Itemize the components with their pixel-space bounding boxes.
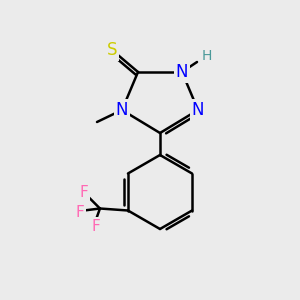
Text: S: S xyxy=(107,41,117,59)
Text: N: N xyxy=(176,63,188,81)
Text: H: H xyxy=(202,49,212,63)
Text: N: N xyxy=(192,101,204,119)
Text: F: F xyxy=(80,185,88,200)
Text: F: F xyxy=(76,205,84,220)
Text: N: N xyxy=(116,101,128,119)
Text: F: F xyxy=(92,219,100,234)
